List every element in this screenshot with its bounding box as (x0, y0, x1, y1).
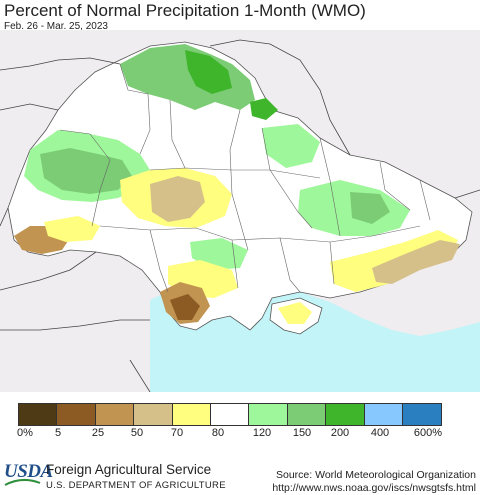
usda-logo: USDA (4, 461, 53, 482)
department-name: U.S. DEPARTMENT OF AGRICULTURE (46, 480, 226, 491)
zone-darkgreen-east (250, 98, 278, 120)
source-credit: Source: World Meteorological Organizatio… (276, 469, 476, 481)
legend-label: 200 (330, 427, 350, 439)
zone-midgreen-east (350, 192, 390, 224)
legend-swatch-4 (172, 404, 211, 425)
usda-logo-arc (4, 479, 41, 486)
legend-label: 0% (17, 427, 33, 439)
legend-swatch-2 (95, 404, 135, 425)
legend-label: 600% (413, 427, 443, 439)
legend-swatch-7 (287, 404, 327, 425)
agency-name: Foreign Agricultural Service (46, 462, 212, 477)
zone-green-northeast (262, 124, 320, 168)
legend-label: 120 (252, 427, 272, 439)
legend-label: 150 (292, 427, 312, 439)
zone-tan-southeast (372, 240, 460, 284)
country-borders (0, 39, 480, 392)
legend-swatch-5 (210, 404, 250, 425)
legend-label: 5 (54, 427, 62, 439)
legend-swatch-8 (326, 404, 365, 425)
legend-label: 400 (370, 427, 390, 439)
oblast-borders (59, 63, 431, 293)
legend-swatch-0 (19, 404, 58, 425)
zone-midgreen-west (40, 148, 132, 194)
legend-swatch-9 (364, 404, 403, 425)
legend-swatch-3 (134, 404, 173, 425)
zone-darkbrown-southwest (170, 294, 200, 320)
zone-yellow-west (44, 216, 100, 242)
zone-tan-center (150, 176, 205, 222)
legend-label: 50 (130, 427, 144, 439)
precipitation-map[interactable] (0, 30, 480, 392)
zone-darkgreen-north (185, 50, 232, 94)
legend-label: 80 (211, 427, 225, 439)
zone-green-north (120, 44, 255, 110)
legend-swatch-6 (249, 404, 288, 425)
legend-swatch-1 (57, 404, 96, 425)
legend-label: 70 (170, 427, 184, 439)
page-title: Percent of Normal Precipitation 1-Month … (4, 1, 366, 20)
legend-ticks: 0% 5 25 50 70 80 120 150 200 400 600% (0, 427, 480, 441)
color-legend (18, 403, 443, 426)
legend-label: 25 (91, 427, 105, 439)
zone-yellow-crimea (278, 302, 312, 324)
date-range: Feb. 26 - Mar. 25, 2023 (4, 21, 108, 32)
legend-swatch-10 (402, 404, 442, 425)
source-url[interactable]: http://www.nws.noaa.gov/iscs/nwsgtsfs.ht… (272, 482, 476, 494)
